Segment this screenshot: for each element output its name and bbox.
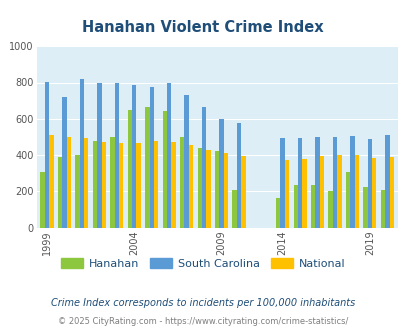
Bar xyxy=(201,107,206,228)
Bar xyxy=(232,190,236,228)
Bar xyxy=(119,143,123,228)
Bar xyxy=(84,138,88,228)
Bar xyxy=(350,136,354,228)
Bar xyxy=(49,135,53,228)
Bar xyxy=(128,110,132,228)
Bar xyxy=(337,155,341,228)
Bar xyxy=(332,137,337,228)
Bar xyxy=(236,123,241,228)
Bar xyxy=(345,172,350,228)
Bar xyxy=(180,137,184,228)
Bar xyxy=(297,138,302,228)
Bar xyxy=(66,137,71,228)
Bar xyxy=(45,82,49,228)
Bar xyxy=(197,148,201,228)
Bar xyxy=(149,87,153,228)
Bar xyxy=(315,137,319,228)
Bar xyxy=(380,190,384,228)
Bar xyxy=(62,97,66,228)
Bar xyxy=(293,185,297,228)
Text: Crime Index corresponds to incidents per 100,000 inhabitants: Crime Index corresponds to incidents per… xyxy=(51,298,354,308)
Bar xyxy=(219,119,223,228)
Bar xyxy=(280,138,284,228)
Text: © 2025 CityRating.com - https://www.cityrating.com/crime-statistics/: © 2025 CityRating.com - https://www.city… xyxy=(58,317,347,326)
Bar xyxy=(223,153,228,228)
Bar xyxy=(132,85,136,228)
Bar xyxy=(110,137,114,228)
Bar xyxy=(136,143,141,228)
Bar xyxy=(79,79,84,228)
Bar xyxy=(389,157,393,228)
Bar xyxy=(188,145,193,228)
Bar xyxy=(40,172,45,228)
Bar xyxy=(384,135,389,228)
Bar xyxy=(206,150,210,228)
Bar xyxy=(215,151,219,228)
Bar xyxy=(93,142,97,228)
Bar xyxy=(101,143,106,228)
Bar xyxy=(362,187,367,228)
Bar xyxy=(114,83,119,228)
Bar xyxy=(58,157,62,228)
Bar xyxy=(97,82,101,228)
Bar xyxy=(75,155,79,228)
Bar xyxy=(166,83,171,228)
Bar xyxy=(354,155,358,228)
Bar xyxy=(310,185,315,228)
Bar xyxy=(302,159,306,228)
Bar xyxy=(367,139,371,228)
Bar xyxy=(171,143,175,228)
Bar xyxy=(284,160,288,228)
Bar xyxy=(145,107,149,228)
Text: Hanahan Violent Crime Index: Hanahan Violent Crime Index xyxy=(82,20,323,35)
Bar xyxy=(328,191,332,228)
Bar xyxy=(162,111,166,228)
Bar xyxy=(371,158,375,228)
Bar xyxy=(275,198,280,228)
Bar xyxy=(153,141,158,228)
Bar xyxy=(319,156,323,228)
Bar xyxy=(241,156,245,228)
Legend: Hanahan, South Carolina, National: Hanahan, South Carolina, National xyxy=(56,254,349,273)
Bar xyxy=(184,95,188,228)
